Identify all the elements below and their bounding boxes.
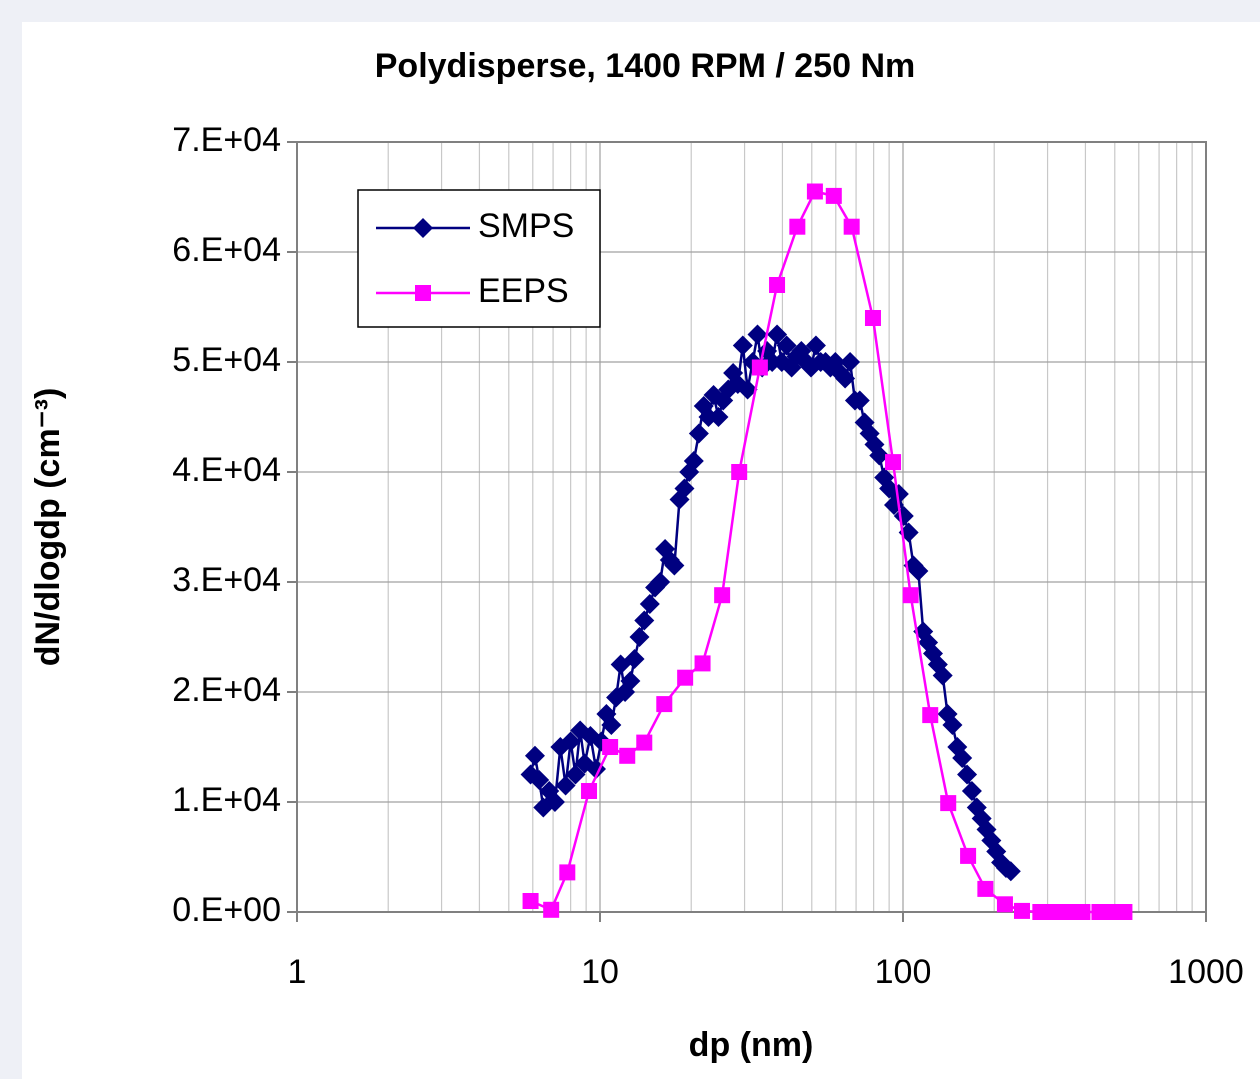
data-point [737, 379, 758, 400]
data-point [1091, 904, 1108, 920]
data-point [996, 896, 1013, 913]
data-point [957, 764, 978, 785]
y-tick-label: 7.E+04 [172, 121, 281, 159]
data-point [1013, 902, 1030, 919]
data-point [1059, 904, 1076, 920]
data-point [688, 423, 709, 444]
data-point [524, 745, 545, 766]
y-tick-label: 5.E+04 [172, 341, 281, 379]
x-tick-label: 1 [288, 953, 307, 991]
data-point [664, 555, 685, 576]
data-point [769, 277, 786, 293]
data-point [908, 561, 929, 581]
data-point [747, 324, 768, 345]
y-tick-label: 4.E+04 [172, 451, 281, 489]
x-tick-label: 10 [581, 953, 619, 991]
data-point [731, 464, 748, 480]
legend-marker [415, 285, 431, 301]
data-point [961, 781, 982, 801]
data-point [555, 775, 576, 796]
data-point [960, 847, 977, 864]
data-point [565, 764, 586, 785]
data-point [544, 792, 565, 812]
y-tick-label: 6.E+04 [172, 231, 281, 269]
data-point [1116, 904, 1133, 920]
data-point [634, 610, 655, 631]
data-point [902, 587, 919, 604]
data-point [835, 368, 856, 389]
data-point [776, 335, 797, 356]
data-point [624, 649, 645, 669]
y-tick-label: 1.E+04 [172, 781, 281, 819]
data-point [885, 454, 902, 471]
data-point [674, 478, 695, 499]
data-point [849, 390, 870, 411]
data-point [1074, 904, 1091, 920]
data-point [1000, 861, 1021, 882]
data-point [840, 352, 861, 372]
data-point [977, 880, 994, 897]
data-point [952, 748, 973, 768]
data-point [932, 665, 953, 686]
data-point [559, 864, 576, 881]
data-point [677, 669, 694, 686]
x-tick-label: 1000 [1168, 953, 1244, 991]
legend-marker [413, 218, 433, 238]
data-point [602, 739, 619, 755]
data-point [522, 893, 539, 909]
data-point [639, 594, 660, 614]
data-point [805, 335, 826, 356]
legend-box [357, 189, 601, 328]
data-point [714, 587, 731, 604]
data-point [636, 734, 653, 751]
data-point [732, 335, 753, 356]
data-point [940, 795, 957, 812]
y-tick-label: 2.E+04 [172, 671, 281, 709]
data-point [650, 572, 671, 592]
data-point [708, 407, 729, 427]
data-point [942, 715, 963, 735]
data-point [543, 901, 560, 918]
data-point [694, 655, 711, 672]
x-axis-label: dp (nm) [689, 1026, 814, 1064]
data-point [825, 187, 842, 204]
data-point [601, 715, 622, 735]
y-tick-label: 3.E+04 [172, 561, 281, 599]
data-point [629, 627, 650, 647]
plot-border [296, 141, 1207, 913]
chart-title: Polydisperse, 1400 RPM / 250 Nm [375, 47, 915, 85]
y-axis-label: dN/dlogdp (cm⁻³) [29, 388, 67, 667]
data-point [888, 484, 909, 504]
data-point [806, 183, 823, 200]
legend-label: EEPS [478, 272, 569, 310]
data-point [864, 310, 881, 326]
x-tick-label: 100 [875, 953, 932, 991]
data-point [560, 731, 581, 752]
y-tick-label: 0.E+00 [172, 891, 281, 929]
data-point [619, 747, 636, 764]
legend-label: SMPS [478, 207, 574, 245]
data-point [922, 707, 939, 724]
data-point [1032, 904, 1049, 920]
data-point [1046, 904, 1063, 920]
data-point [620, 671, 641, 691]
data-point [789, 218, 806, 235]
data-point [581, 783, 598, 799]
data-point [869, 445, 890, 466]
data-point [683, 451, 704, 471]
data-point [767, 324, 788, 345]
data-point [656, 696, 673, 713]
data-point [529, 770, 550, 790]
data-point [843, 218, 860, 235]
data-point [751, 359, 768, 376]
